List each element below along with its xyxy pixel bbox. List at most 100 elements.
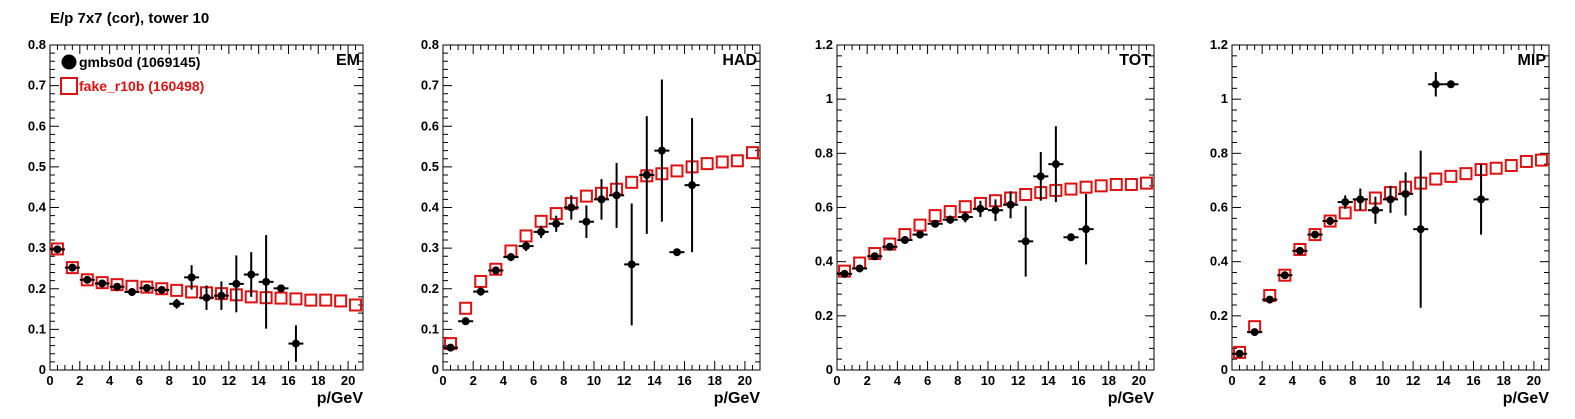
- marker-gmbs0d: [1341, 198, 1350, 207]
- x-tick-label: 10: [587, 373, 601, 388]
- marker-gmbs0d: [113, 282, 122, 291]
- x-tick-label: 14: [251, 373, 266, 388]
- x-tick-label: 12: [222, 373, 236, 388]
- marker-gmbs0d: [262, 277, 271, 286]
- x-tick-label: 16: [1071, 373, 1085, 388]
- marker-fake-r10b: [289, 292, 303, 306]
- marker-fake-r10b: [1019, 188, 1033, 201]
- y-tick-label: 0.2: [28, 281, 46, 296]
- marker-gmbs0d: [870, 252, 879, 261]
- x-tick-label: 10: [1376, 373, 1390, 388]
- x-tick-label: 6: [1319, 373, 1326, 388]
- y-tick-label: 1: [1221, 91, 1228, 106]
- marker-gmbs0d: [931, 219, 940, 228]
- marker-fake-r10b: [1338, 206, 1352, 220]
- marker-fake-r10b: [534, 214, 548, 228]
- x-tick-label: 18: [707, 373, 721, 388]
- y-tick-label: 0.1: [28, 321, 46, 336]
- x-tick-label: 12: [1011, 373, 1025, 388]
- marker-fake-r10b: [1459, 167, 1473, 181]
- y-tick-label: 1.2: [815, 37, 833, 52]
- marker-fake-r10b: [1534, 153, 1548, 167]
- y-tick-label: 0.4: [1210, 254, 1229, 269]
- y-tick-label: 0.1: [421, 321, 439, 336]
- y-tick-label: 0: [1221, 362, 1228, 377]
- marker-fake-r10b: [304, 293, 318, 307]
- marker-fake-r10b: [730, 154, 744, 168]
- x-tick-label: 2: [470, 373, 477, 388]
- x-tick-label: 6: [136, 373, 143, 388]
- marker-fake-r10b: [1293, 242, 1307, 256]
- marker-fake-r10b: [913, 218, 927, 232]
- x-tick-label: 0: [833, 373, 840, 388]
- marker-gmbs0d: [1416, 225, 1425, 234]
- x-tick-label: 2: [864, 373, 871, 388]
- x-tick-label: 20: [341, 373, 355, 388]
- marker-gmbs0d: [187, 273, 196, 282]
- marker-fake-r10b: [489, 262, 503, 276]
- x-tick-label: 18: [311, 373, 325, 388]
- marker-gmbs0d: [1235, 349, 1244, 358]
- y-tick-label: 0.6: [28, 118, 46, 133]
- x-tick-label: 10: [192, 373, 206, 388]
- y-tick-label: 0.2: [421, 281, 439, 296]
- panel-label: EM: [336, 52, 360, 69]
- marker-fake-r10b: [958, 200, 972, 214]
- panel-tot: 0 2 4 6 8 10 12 14 16 18 20 0 0.2 0.4 0.6 0.8 1 1.2 p/GeV T…: [815, 37, 1155, 407]
- marker-gmbs0d: [217, 291, 226, 300]
- x-tick-label: 12: [1406, 373, 1420, 388]
- y-tick-label: 0.8: [1210, 145, 1228, 160]
- marker-fake-r10b: [625, 175, 639, 189]
- y-tick-label: 0.5: [421, 159, 439, 174]
- y-tick-label: 0.8: [815, 145, 833, 160]
- y-tick-label: 0.4: [28, 200, 47, 215]
- marker-gmbs0d: [157, 285, 166, 294]
- legend-marker-fake-r10b: [60, 77, 78, 95]
- marker-gmbs0d: [642, 171, 651, 179]
- marker-gmbs0d: [900, 236, 909, 244]
- marker-gmbs0d: [1371, 206, 1380, 215]
- x-tick-label: 0: [439, 373, 446, 388]
- marker-fake-r10b: [170, 283, 184, 297]
- marker-gmbs0d: [537, 227, 546, 236]
- marker-gmbs0d: [142, 283, 151, 292]
- marker-gmbs0d: [1036, 172, 1045, 181]
- marker-gmbs0d: [961, 212, 970, 221]
- x-tick-label: 0: [1228, 373, 1235, 388]
- x-tick-label: 14: [1436, 373, 1451, 388]
- marker-gmbs0d: [1446, 80, 1455, 89]
- x-tick-label: 8: [166, 373, 173, 388]
- marker-gmbs0d: [68, 263, 77, 272]
- marker-gmbs0d: [491, 266, 500, 275]
- marker-gmbs0d: [1401, 189, 1410, 198]
- marker-gmbs0d: [461, 317, 470, 326]
- marker-fake-r10b: [1094, 179, 1108, 193]
- y-tick-label: 0: [432, 362, 439, 377]
- x-axis-label: p/GeV: [1503, 390, 1550, 407]
- y-tick-label: 0.7: [421, 78, 439, 93]
- x-axis-label: p/GeV: [317, 390, 364, 407]
- marker-gmbs0d: [1431, 80, 1440, 89]
- marker-gmbs0d: [1066, 233, 1075, 242]
- marker-gmbs0d: [1006, 200, 1015, 209]
- marker-gmbs0d: [1356, 195, 1365, 204]
- x-tick-label: 4: [1289, 373, 1297, 388]
- marker-fake-r10b: [928, 209, 942, 223]
- y-tick-label: 0.5: [28, 159, 46, 174]
- panel-label: TOT: [1119, 52, 1151, 69]
- marker-gmbs0d: [582, 217, 591, 226]
- marker-fake-r10b: [1109, 177, 1123, 191]
- page-title: E/p 7x7 (cor), tower 10: [50, 10, 210, 27]
- x-tick-label: 18: [1101, 373, 1115, 388]
- marker-gmbs0d: [991, 206, 1000, 215]
- x-tick-label: 12: [617, 373, 631, 388]
- y-tick-label: 0.8: [28, 37, 46, 52]
- x-tick-label: 20: [1527, 373, 1541, 388]
- x-tick-label: 16: [281, 373, 295, 388]
- marker-fake-r10b: [1064, 182, 1078, 196]
- x-tick-label: 20: [738, 373, 752, 388]
- x-axis-label: p/GeV: [1108, 390, 1155, 407]
- marker-gmbs0d: [612, 191, 621, 200]
- marker-gmbs0d: [522, 242, 531, 251]
